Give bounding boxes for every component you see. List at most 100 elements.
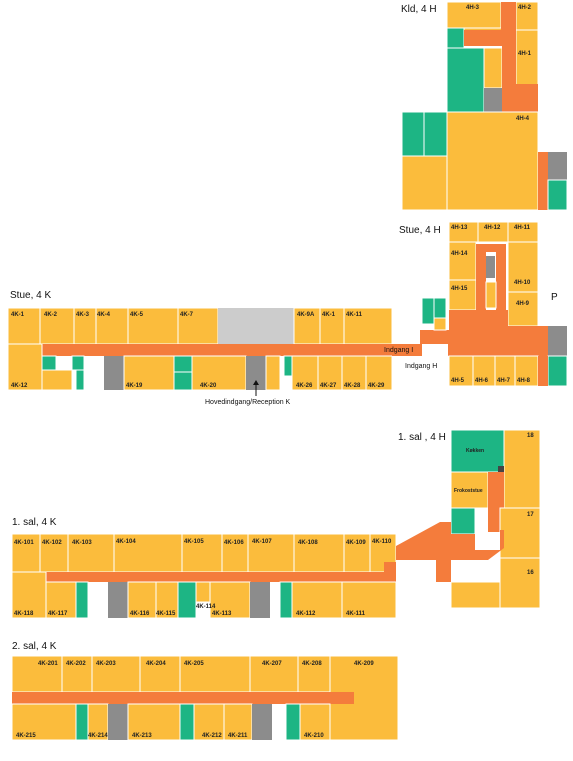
room-4k-26[interactable] bbox=[291, 355, 319, 391]
stue-4k-plan bbox=[7, 307, 422, 396]
green-area-stue-4k-f bbox=[283, 355, 293, 377]
label-room-4k-1b: 4K-1 bbox=[322, 312, 336, 318]
corridor-stue-4h bbox=[476, 244, 506, 310]
room-4k-11[interactable] bbox=[343, 307, 393, 345]
room-4k-118[interactable] bbox=[11, 571, 47, 619]
label-room-4h-15: 4H-15 bbox=[451, 286, 468, 292]
room-17[interactable] bbox=[499, 507, 541, 559]
room-4k-111[interactable] bbox=[341, 581, 397, 619]
room-4k-102[interactable] bbox=[39, 533, 69, 573]
label-room-4h-9: 4H-9 bbox=[516, 301, 530, 307]
room-4k-20[interactable] bbox=[191, 355, 247, 391]
label-frokoststue: Frokoststue bbox=[454, 488, 483, 494]
label-room-4k-203: 4K-203 bbox=[96, 661, 116, 667]
room-4k-117[interactable] bbox=[45, 581, 77, 619]
room-4k-203[interactable] bbox=[91, 655, 141, 693]
section-title-sal1-4h: 1. sal , 4 H bbox=[398, 432, 446, 443]
stair-stue-4h-right bbox=[548, 326, 567, 356]
label-room-4k-113: 4K-113 bbox=[212, 611, 232, 617]
sal2-4k-plan bbox=[11, 655, 399, 741]
room-4k-210[interactable] bbox=[299, 703, 331, 741]
label-room-4k-118: 4K-118 bbox=[14, 611, 34, 617]
room-4k-1b[interactable] bbox=[319, 307, 345, 345]
green-area-sal1-4k-b bbox=[177, 581, 197, 619]
corridor-indgang-i bbox=[392, 344, 422, 356]
label-room-4k-115: 4K-115 bbox=[156, 611, 176, 617]
room-16[interactable] bbox=[499, 557, 541, 609]
room-4h-15[interactable] bbox=[448, 279, 477, 311]
label-room-4h-3: 4H-3 bbox=[466, 5, 480, 11]
label-room-4k-207: 4K-207 bbox=[262, 661, 282, 667]
room-stue-4k-b1 bbox=[41, 369, 73, 391]
corridor-kld-right bbox=[538, 152, 548, 210]
label-room-4h-1: 4H-1 bbox=[518, 51, 532, 57]
stair-sal2-4k-a bbox=[108, 704, 128, 740]
sal1-4k-plan bbox=[11, 522, 504, 619]
room-4k-202[interactable] bbox=[61, 655, 93, 693]
label-room-4k-201: 4K-201 bbox=[38, 661, 58, 667]
room-4h-10[interactable] bbox=[507, 241, 539, 293]
label-room-4k-110: 4K-110 bbox=[372, 539, 392, 545]
frokoststue-area[interactable] bbox=[450, 471, 489, 509]
room-4k-9a[interactable] bbox=[293, 307, 321, 345]
green-area-stue-4k-b bbox=[71, 355, 85, 371]
label-room-4k-209: 4K-209 bbox=[354, 661, 374, 667]
room-4k-212[interactable] bbox=[193, 703, 225, 741]
room-4h-5[interactable] bbox=[448, 355, 474, 387]
label-room-4h-5: 4H-5 bbox=[451, 378, 465, 384]
green-area-stue-4k-e bbox=[173, 371, 193, 391]
room-sal1-4h-left bbox=[450, 581, 501, 609]
corridor-kld bbox=[501, 2, 516, 30]
label-room-4k-106: 4K-106 bbox=[224, 540, 244, 546]
room-stue-4h-mid bbox=[485, 281, 497, 309]
green-area-kld-d bbox=[423, 111, 448, 157]
label-room-4k-114: 4K-114 bbox=[196, 604, 216, 610]
room-4h-4[interactable] bbox=[446, 111, 539, 211]
room-4k-113[interactable] bbox=[209, 581, 251, 619]
section-title-sal2-4k: 2. sal, 4 K bbox=[12, 641, 57, 652]
label-room-4k-205: 4K-205 bbox=[184, 661, 204, 667]
area-light-grey bbox=[218, 308, 294, 344]
room-4h-9[interactable] bbox=[507, 291, 539, 327]
room-4k-106[interactable] bbox=[221, 533, 249, 573]
room-4k-109[interactable] bbox=[343, 533, 371, 573]
room-4k-204[interactable] bbox=[139, 655, 181, 693]
room-4k-12[interactable] bbox=[7, 343, 43, 391]
room-4k-2[interactable] bbox=[39, 307, 75, 345]
room-4k-29[interactable] bbox=[365, 355, 393, 391]
label-room-17: 17 bbox=[527, 512, 534, 518]
section-title-kld-4h: Kld, 4 H bbox=[401, 4, 437, 15]
green-area-stue-4h-a bbox=[421, 297, 435, 325]
room-4k-213[interactable] bbox=[127, 703, 181, 741]
room-4k-28[interactable] bbox=[341, 355, 367, 391]
room-4k-215[interactable] bbox=[11, 703, 77, 741]
label-room-4k-208: 4K-208 bbox=[302, 661, 322, 667]
room-4k-207[interactable] bbox=[249, 655, 299, 693]
room-4k-114[interactable] bbox=[195, 581, 211, 603]
label-room-4k-117: 4K-117 bbox=[48, 611, 68, 617]
room-4k-19[interactable] bbox=[123, 355, 175, 391]
kld-4h-plan bbox=[401, 1, 568, 211]
corridor-stue-4h-main bbox=[420, 310, 548, 372]
hovedindgang-arrowhead bbox=[253, 380, 259, 385]
green-area-kld-e bbox=[547, 179, 568, 211]
room-4h-3[interactable] bbox=[446, 1, 502, 29]
room-4h-14[interactable] bbox=[448, 241, 477, 281]
room-4k-112[interactable] bbox=[291, 581, 343, 619]
label-room-4k-105: 4K-105 bbox=[184, 539, 204, 545]
label-room-4k-116: 4K-116 bbox=[130, 611, 150, 617]
label-hovedindgang: Hovedindgang/Reception K bbox=[205, 399, 291, 406]
label-room-4k-11: 4K-11 bbox=[346, 312, 363, 318]
label-parking: P bbox=[551, 292, 558, 303]
room-kld-left bbox=[401, 155, 448, 211]
room-4k-116[interactable] bbox=[127, 581, 157, 619]
room-4k-27[interactable] bbox=[317, 355, 343, 391]
stair-sal1-4k-a bbox=[108, 582, 128, 618]
corridor-sal2-4k bbox=[12, 692, 354, 704]
section-title-stue-4k: Stue, 4 K bbox=[10, 290, 51, 301]
room-4k-7[interactable] bbox=[177, 307, 219, 345]
label-room-4h-7: 4H-7 bbox=[497, 378, 511, 384]
room-4k-208[interactable] bbox=[297, 655, 331, 693]
room-18[interactable] bbox=[503, 429, 541, 509]
